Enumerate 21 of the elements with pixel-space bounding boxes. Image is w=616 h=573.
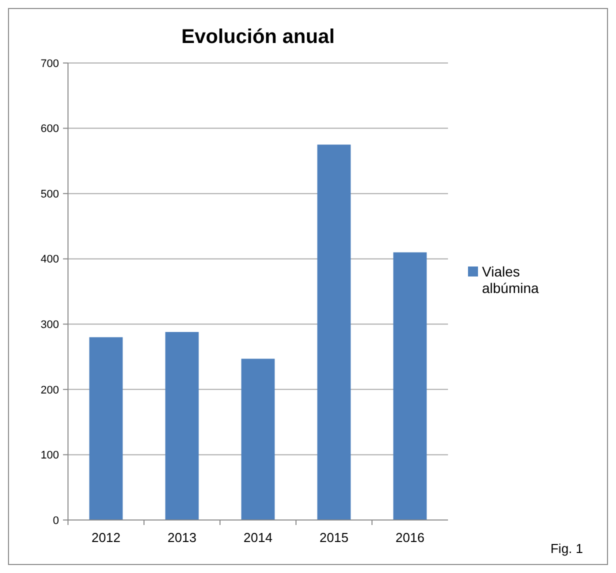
y-tick-label: 0 bbox=[52, 514, 59, 527]
y-tick-label: 300 bbox=[40, 318, 59, 331]
x-tick-label: 2012 bbox=[92, 530, 120, 545]
legend-label: Viales albúmina bbox=[482, 263, 540, 296]
bar bbox=[393, 252, 427, 520]
chart-title: Evolución anual bbox=[181, 26, 335, 48]
y-tick-label: 500 bbox=[40, 188, 59, 200]
caption: Fig. 1 bbox=[550, 541, 583, 556]
y-tick-label: 400 bbox=[40, 254, 59, 266]
x-tick-label: 2014 bbox=[244, 530, 272, 545]
y-tick-label: 600 bbox=[40, 123, 59, 136]
bar bbox=[241, 358, 275, 520]
y-tick-label: 200 bbox=[40, 384, 59, 396]
x-tick-label: 2015 bbox=[320, 530, 348, 545]
bar bbox=[165, 332, 199, 520]
y-tick-label: 700 bbox=[40, 58, 59, 70]
bar bbox=[89, 337, 123, 520]
x-tick-label: 2016 bbox=[396, 530, 424, 545]
bar bbox=[317, 144, 351, 520]
x-tick-label: 2013 bbox=[168, 530, 196, 545]
y-tick-label: 100 bbox=[40, 450, 59, 462]
